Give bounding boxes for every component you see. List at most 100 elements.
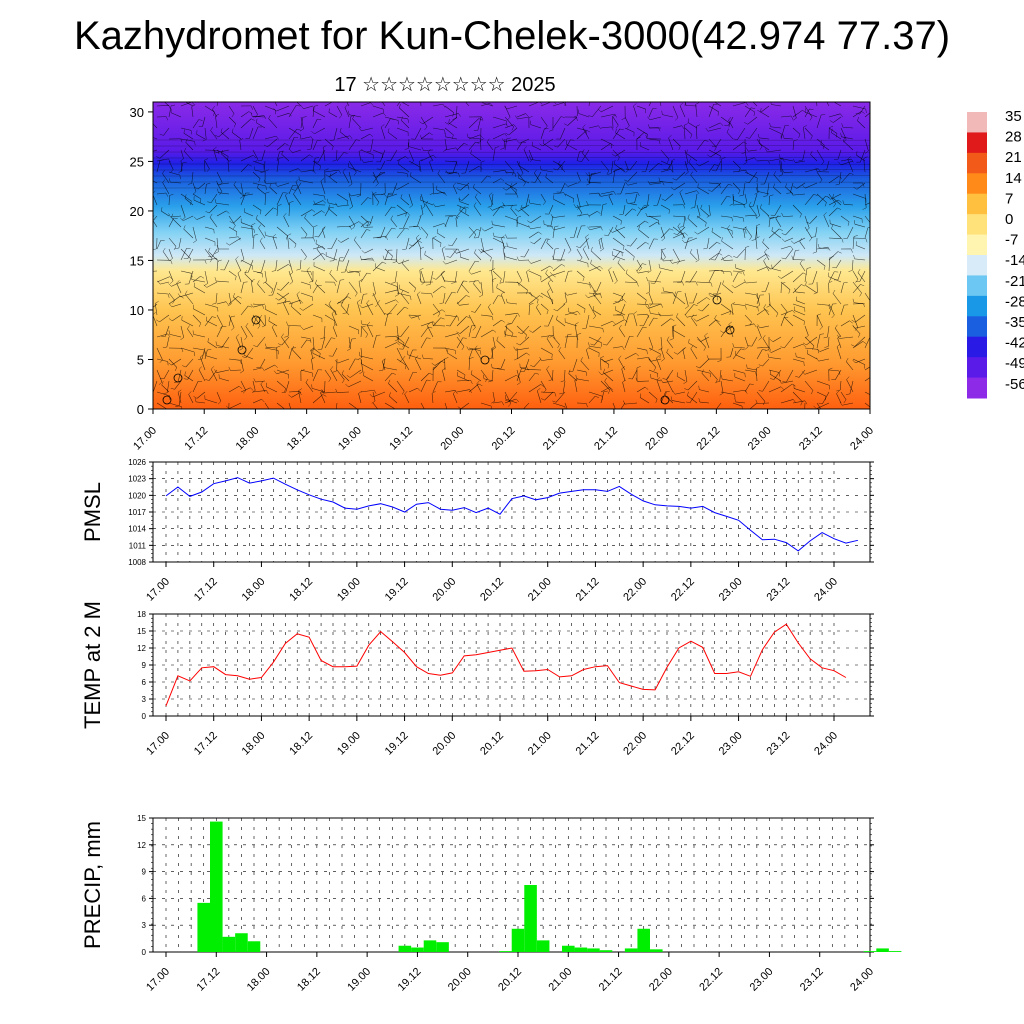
wind-barb	[204, 226, 214, 230]
wind-barb-flag	[501, 401, 505, 406]
wind-barb	[420, 292, 432, 294]
wind-barb-flag	[334, 359, 338, 364]
wind-barb	[384, 342, 397, 349]
wind-barb-flag	[646, 350, 648, 355]
wind-barb-flag	[193, 282, 195, 287]
wind-barb-flag	[781, 233, 786, 236]
wind-barb	[676, 316, 686, 327]
wind-barb-flag	[168, 283, 172, 287]
wind-barb-flag	[819, 179, 823, 184]
wind-barb	[216, 210, 227, 217]
wind-barb	[240, 380, 247, 391]
wind-barb-flag	[161, 207, 163, 212]
wind-barb	[164, 102, 170, 107]
wind-barb-flag	[748, 201, 752, 206]
wind-barb	[233, 184, 242, 195]
wind-barb	[720, 270, 731, 273]
wind-barb-flag	[873, 365, 876, 367]
wind-barb-flag	[592, 315, 596, 320]
wind-barb	[420, 193, 426, 207]
wind-barb	[396, 380, 405, 392]
wind-barb	[784, 336, 794, 349]
wind-barb-flag	[404, 148, 409, 150]
wind-barb	[573, 226, 578, 238]
wind-barb-flag	[481, 116, 484, 121]
wind-barb-flag	[677, 223, 681, 227]
wind-barb	[210, 130, 218, 140]
wind-barb	[799, 241, 806, 250]
wind-barb	[809, 215, 818, 224]
wind-barb	[340, 237, 350, 243]
wind-barb-flag	[536, 303, 539, 308]
wind-barb	[328, 208, 338, 217]
wind-barb-flag	[698, 398, 701, 403]
wind-barb	[533, 358, 542, 367]
wind-barb-flag	[646, 276, 648, 281]
wind-barb	[510, 208, 518, 217]
wind-barb	[834, 369, 842, 380]
wind-barb	[672, 248, 680, 262]
wind-barb	[227, 161, 230, 173]
wind-barb	[332, 347, 338, 357]
wind-barb-flag	[588, 115, 593, 117]
wind-barb	[358, 281, 362, 294]
wind-barb	[540, 265, 551, 272]
wind-barb-flag	[636, 282, 639, 287]
wind-barb	[193, 334, 206, 338]
wind-barb-flag	[205, 379, 210, 381]
wind-barb-flag	[478, 294, 483, 298]
wind-barb-flag	[216, 258, 219, 263]
wind-barb	[720, 226, 733, 231]
wind-barb-flag	[204, 259, 207, 264]
wind-barb-flag	[561, 264, 566, 267]
wind-barb	[624, 192, 638, 195]
wind-barb-flag	[711, 145, 716, 148]
wind-barb	[276, 369, 290, 375]
wind-barb-flag	[160, 377, 165, 380]
x-tick-label: 23.00	[717, 730, 745, 758]
wind-barb	[600, 143, 611, 151]
wind-barb	[360, 389, 375, 393]
x-tick-label: 17.00	[131, 425, 159, 453]
wind-barb	[840, 304, 845, 316]
wind-barb	[660, 391, 666, 404]
wind-barb-flag	[642, 326, 647, 328]
wind-barb-flag	[607, 173, 612, 175]
wind-barb	[636, 259, 642, 269]
wind-barb-flag	[831, 378, 836, 381]
wind-barb	[168, 402, 182, 408]
wind-barb	[336, 193, 348, 202]
wind-barb	[684, 127, 693, 135]
wind-barb-flag	[597, 211, 601, 214]
wind-barb	[381, 102, 386, 107]
wind-barb	[405, 237, 410, 250]
wind-barb-flag	[758, 364, 763, 367]
wind-barb-flag	[714, 164, 719, 166]
wind-barb-flag	[545, 173, 548, 178]
wind-barb	[807, 353, 818, 360]
wind-barb-flag	[155, 319, 160, 323]
wind-barb	[804, 127, 813, 137]
wind-barb-flag	[490, 257, 492, 262]
wind-barb	[168, 358, 178, 368]
wind-barb	[600, 237, 604, 250]
wind-barb	[684, 237, 698, 244]
wind-barb-flag	[176, 280, 180, 284]
wind-barb	[613, 163, 626, 173]
wind-barb	[505, 398, 518, 404]
precip-bar	[888, 951, 902, 952]
wind-barb	[161, 384, 170, 393]
wind-barb-flag	[662, 181, 665, 186]
wind-barb	[180, 248, 192, 260]
precip-bar	[876, 948, 889, 952]
wind-barb-flag	[228, 366, 231, 371]
wind-barb	[720, 326, 729, 338]
wind-barb-flag	[445, 170, 449, 175]
wind-barb	[240, 226, 254, 230]
precip-bar	[247, 941, 261, 952]
wind-barb-flag	[483, 374, 485, 379]
wind-barb-flag	[339, 256, 344, 259]
wind-barb-flag	[623, 299, 627, 303]
wind-barb-flag	[691, 314, 694, 319]
